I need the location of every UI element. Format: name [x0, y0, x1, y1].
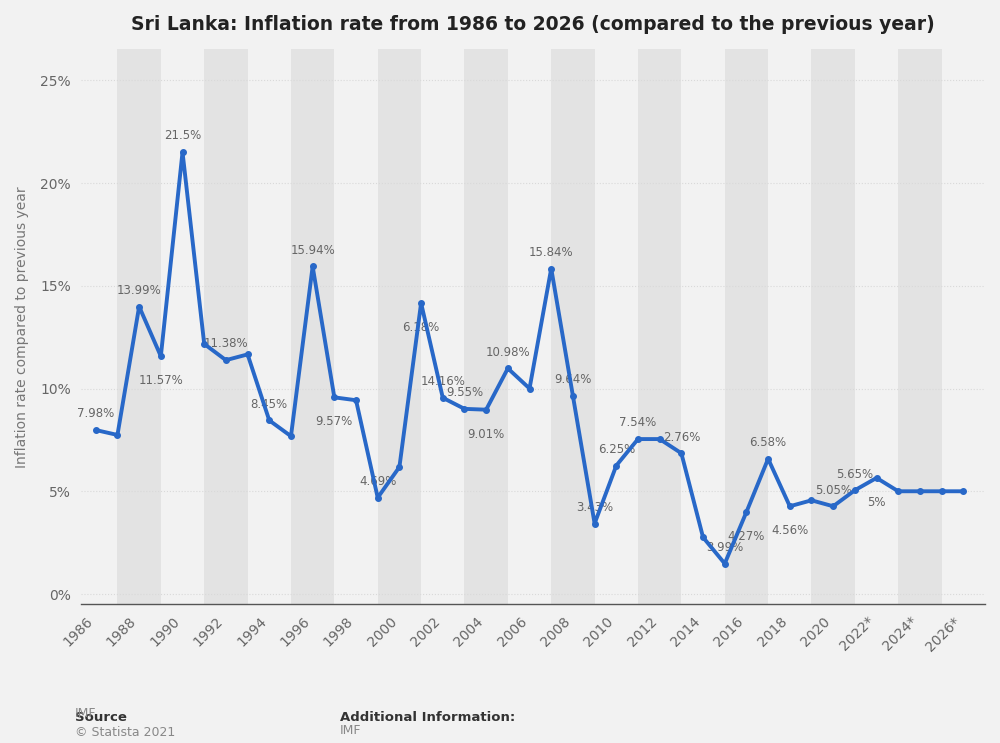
Text: 3.43%: 3.43%: [576, 501, 613, 514]
Y-axis label: Inflation rate compared to previous year: Inflation rate compared to previous year: [15, 186, 29, 467]
Text: 10.98%: 10.98%: [486, 345, 530, 359]
Text: 9.57%: 9.57%: [316, 415, 353, 429]
Bar: [898, 50, 942, 604]
Bar: [204, 50, 248, 604]
Text: Source: Source: [75, 712, 127, 724]
Text: IMF: IMF: [340, 724, 362, 737]
Text: 4.69%: 4.69%: [359, 475, 396, 488]
Text: 5.65%: 5.65%: [836, 467, 873, 481]
Text: 2.76%: 2.76%: [663, 430, 700, 444]
Text: Additional Information:: Additional Information:: [340, 712, 515, 724]
Text: 6.25%: 6.25%: [598, 443, 635, 456]
Text: 5%: 5%: [867, 496, 886, 509]
Bar: [725, 50, 768, 604]
Text: 15.84%: 15.84%: [529, 246, 574, 259]
Bar: [551, 50, 595, 604]
Bar: [464, 50, 508, 604]
Text: IMF
© Statista 2021: IMF © Statista 2021: [75, 707, 175, 739]
Text: 8.45%: 8.45%: [251, 398, 288, 411]
Text: 7.54%: 7.54%: [619, 416, 657, 429]
Bar: [291, 50, 334, 604]
Bar: [378, 50, 421, 604]
Title: Sri Lanka: Inflation rate from 1986 to 2026 (compared to the previous year): Sri Lanka: Inflation rate from 1986 to 2…: [131, 15, 935, 34]
Text: 6.18%: 6.18%: [402, 321, 440, 334]
Text: 14.16%: 14.16%: [420, 375, 465, 388]
Text: 13.99%: 13.99%: [117, 284, 162, 296]
Bar: [117, 50, 161, 604]
Text: 6.58%: 6.58%: [750, 436, 787, 449]
Text: 9.55%: 9.55%: [446, 386, 483, 399]
Text: 9.01%: 9.01%: [468, 428, 505, 441]
Text: 21.5%: 21.5%: [164, 129, 201, 143]
Text: 15.94%: 15.94%: [290, 244, 335, 257]
Text: 3.99%: 3.99%: [706, 541, 743, 554]
Text: 9.64%: 9.64%: [554, 373, 592, 386]
Bar: [638, 50, 681, 604]
Text: 11.38%: 11.38%: [204, 337, 248, 351]
Bar: [811, 50, 855, 604]
Text: 4.27%: 4.27%: [728, 530, 765, 543]
Text: 7.98%: 7.98%: [77, 407, 114, 421]
Text: 4.56%: 4.56%: [771, 525, 808, 537]
Text: 11.57%: 11.57%: [138, 374, 183, 387]
Text: 5.05%: 5.05%: [815, 484, 852, 496]
